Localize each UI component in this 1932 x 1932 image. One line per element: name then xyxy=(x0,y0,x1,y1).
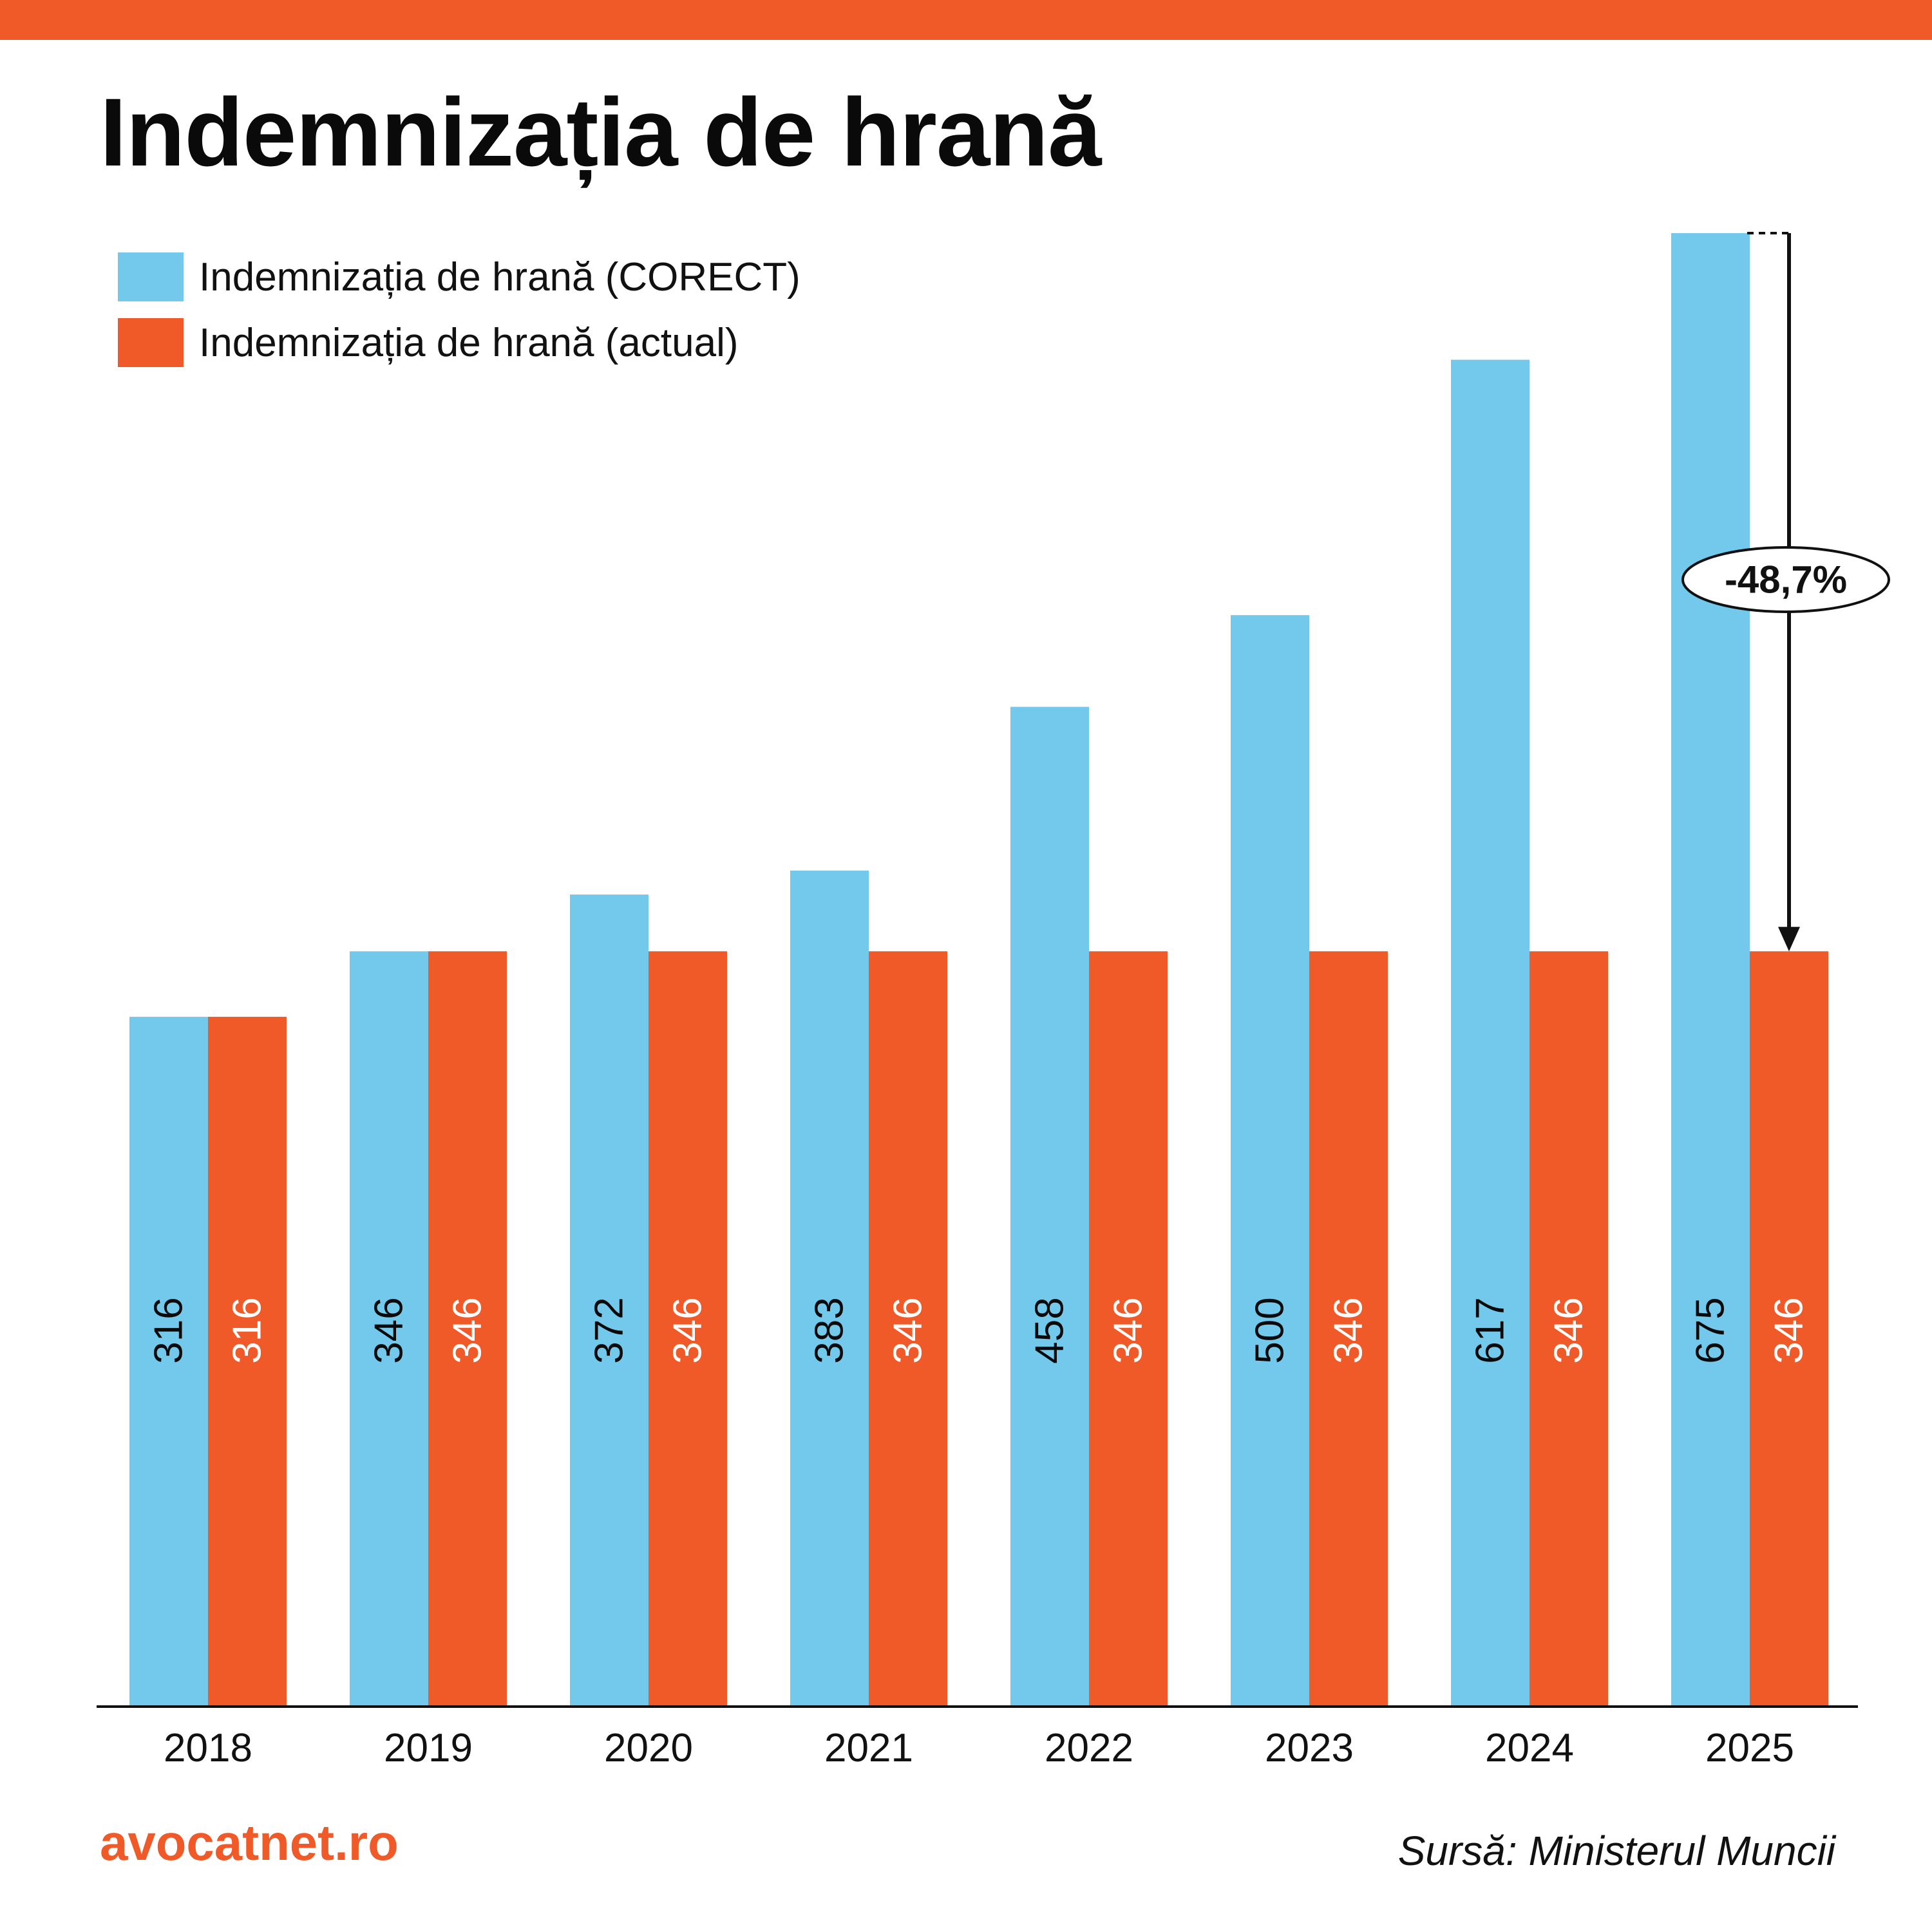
data-label-corect-2019: 346 xyxy=(367,1297,412,1363)
x-tick-label-2018: 2018 xyxy=(164,1726,252,1770)
data-label-corect-2018: 316 xyxy=(147,1297,191,1363)
bar-corect-2018 xyxy=(129,1016,208,1707)
data-label-actual-2019: 346 xyxy=(446,1297,490,1363)
legend-label-corect: Indemnizația de hrană (CORECT) xyxy=(199,254,800,299)
bar-actual-2018 xyxy=(208,1016,287,1707)
x-tick-label-2025: 2025 xyxy=(1705,1726,1794,1770)
x-tick-label-2023: 2023 xyxy=(1265,1726,1354,1770)
data-label-actual-2023: 346 xyxy=(1327,1297,1371,1363)
bar-corect-2024 xyxy=(1451,359,1530,1707)
data-label-actual-2022: 346 xyxy=(1106,1297,1151,1363)
chart-title: Indemnizația de hrană xyxy=(100,78,1101,186)
data-label-actual-2020: 346 xyxy=(666,1297,710,1363)
bar-corect-2020 xyxy=(570,895,649,1707)
data-label-corect-2025: 675 xyxy=(1689,1297,1733,1363)
bar-actual-2024 xyxy=(1530,951,1608,1707)
data-label-corect-2022: 458 xyxy=(1028,1297,1072,1363)
data-label-corect-2024: 617 xyxy=(1468,1297,1513,1363)
x-tick-label-2020: 2020 xyxy=(604,1726,693,1770)
legend: Indemnizația de hrană (CORECT) Indemniza… xyxy=(118,251,800,383)
x-tick-label-2022: 2022 xyxy=(1045,1726,1133,1770)
data-label-actual-2018: 316 xyxy=(225,1297,270,1363)
bar-corect-2025 xyxy=(1671,233,1750,1707)
data-label-actual-2024: 346 xyxy=(1547,1297,1591,1363)
bar-actual-2023 xyxy=(1309,951,1388,1707)
top-accent-band xyxy=(0,0,1932,40)
bar-actual-2022 xyxy=(1089,951,1168,1707)
source-note: Sursă: Ministerul Muncii xyxy=(1397,1828,1835,1874)
bar-corect-2021 xyxy=(790,870,869,1707)
bar-actual-2020 xyxy=(649,951,727,1707)
legend-item-actual: Indemnizația de hrană (actual) xyxy=(118,317,800,368)
data-label-corect-2021: 383 xyxy=(808,1297,852,1363)
legend-label-actual: Indemnizația de hrană (actual) xyxy=(199,320,739,365)
bar-actual-2025 xyxy=(1750,951,1828,1707)
bar-actual-2021 xyxy=(869,951,947,1707)
legend-item-corect: Indemnizația de hrană (CORECT) xyxy=(118,251,800,303)
x-tick-label-2024: 2024 xyxy=(1485,1726,1574,1770)
data-label-corect-2023: 500 xyxy=(1248,1297,1293,1363)
brand-logo-text[interactable]: avocatnet.ro xyxy=(100,1814,399,1871)
data-label-actual-2025: 346 xyxy=(1767,1297,1812,1363)
legend-swatch-corect xyxy=(118,252,184,301)
x-tick-label-2019: 2019 xyxy=(384,1726,473,1770)
data-label-corect-2020: 372 xyxy=(587,1297,632,1363)
annotation-bubble xyxy=(1681,546,1890,613)
data-label-actual-2021: 346 xyxy=(886,1297,931,1363)
bar-corect-2022 xyxy=(1010,706,1089,1707)
legend-swatch-actual xyxy=(118,318,184,367)
annotation-arrowhead xyxy=(1778,927,1800,952)
bar-actual-2019 xyxy=(428,951,507,1707)
annotation-label: -48,7% xyxy=(1725,558,1847,601)
bar-corect-2023 xyxy=(1231,615,1309,1707)
x-tick-label-2021: 2021 xyxy=(824,1726,913,1770)
bar-corect-2019 xyxy=(350,951,428,1707)
